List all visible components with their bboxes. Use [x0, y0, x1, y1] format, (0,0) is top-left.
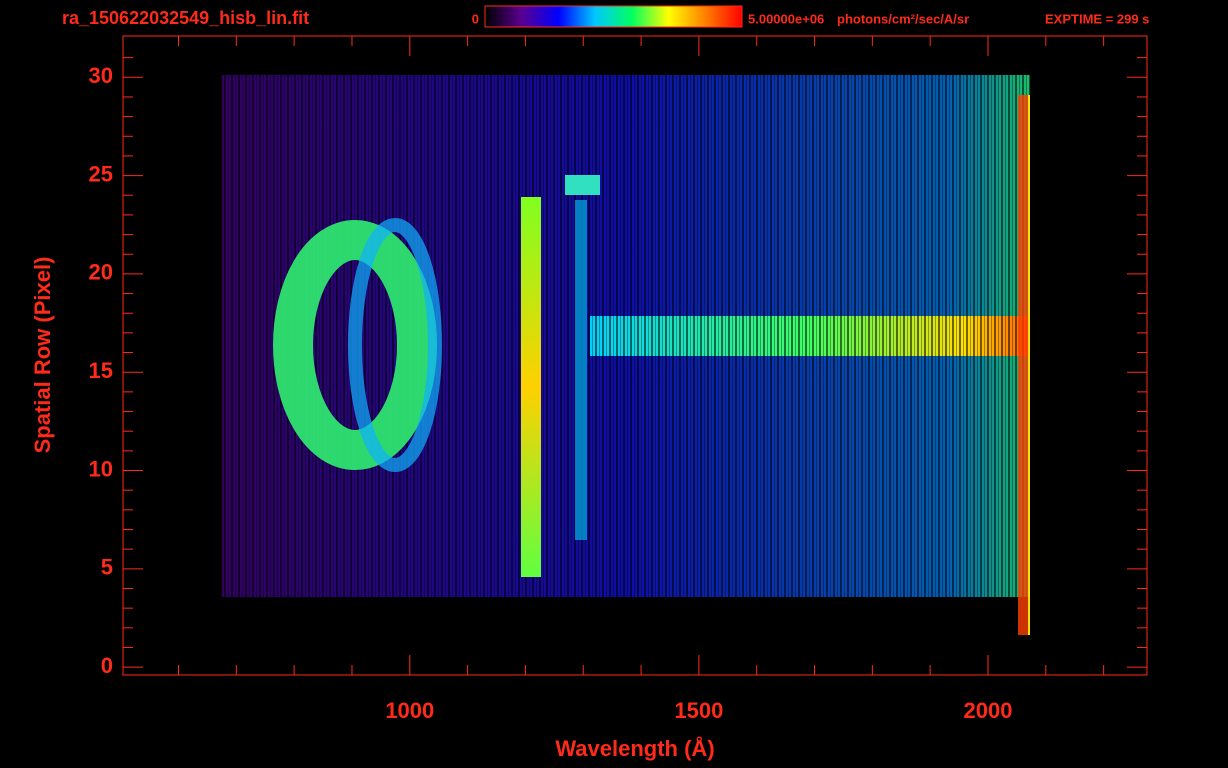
y-tick-label: 30 — [89, 63, 113, 88]
y-tick-label: 25 — [89, 161, 113, 186]
y-tick-label: 5 — [101, 555, 113, 580]
colorbar-min: 0 — [472, 11, 479, 26]
y-tick-label: 10 — [89, 456, 113, 481]
colorbar — [484, 5, 743, 28]
plot-frame — [122, 35, 1148, 676]
exposure: EXPTIME = 299 s — [1045, 11, 1149, 26]
x-tick-label: 2000 — [964, 698, 1013, 723]
y-tick-label: 0 — [101, 653, 113, 678]
colorbar-max: 5.00000e+06 — [748, 11, 824, 26]
y-tick-label: 20 — [89, 260, 113, 285]
y-axis-label: Spatial Row (Pixel) — [30, 257, 55, 454]
colorbar-units: photons/cm²/sec/A/sr — [837, 11, 969, 26]
y-tick-label: 15 — [89, 358, 113, 383]
x-axis-label: Wavelength (Å) — [555, 735, 714, 761]
x-tick-label: 1000 — [385, 698, 434, 723]
x-tick-label: 1500 — [674, 698, 723, 723]
spectrum-image — [222, 75, 1030, 635]
title: ra_150622032549_hisb_lin.fit — [62, 8, 309, 28]
